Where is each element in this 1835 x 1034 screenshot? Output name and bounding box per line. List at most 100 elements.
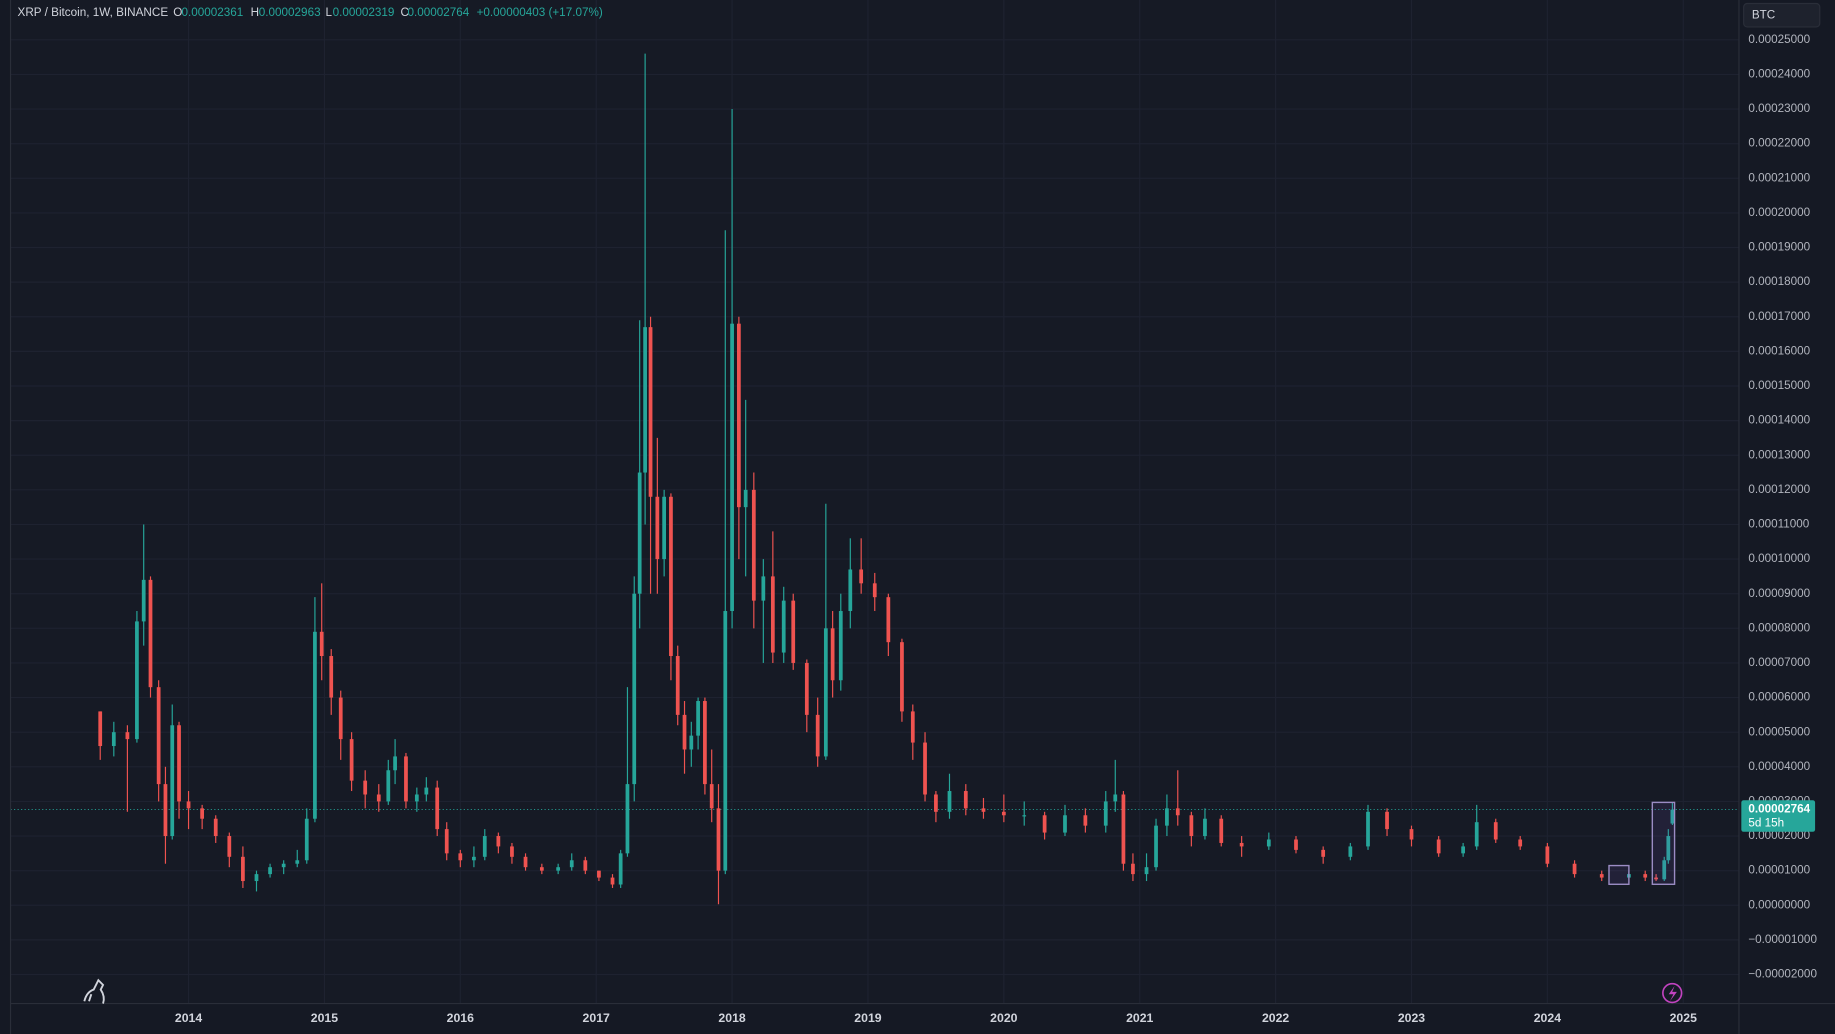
y-tick-label: −0.00001000 — [1748, 933, 1817, 946]
candle-body — [458, 853, 463, 861]
candle-body — [569, 860, 574, 868]
candle-body — [743, 489, 748, 508]
candle-body — [900, 642, 904, 712]
candle-body — [393, 756, 397, 771]
y-tick-label: 0.00006000 — [1748, 691, 1810, 704]
candle-body — [1113, 794, 1118, 802]
x-tick-label: 2018 — [718, 1011, 745, 1025]
y-tick-label: 0.00000000 — [1748, 898, 1810, 911]
candle-body — [141, 579, 146, 622]
candle-body — [1670, 809, 1675, 824]
x-tick-label: 2020 — [990, 1011, 1017, 1025]
alert-icon[interactable] — [1662, 982, 1683, 1004]
candle-body — [135, 621, 139, 740]
candle-body — [539, 867, 544, 871]
candle-body — [781, 600, 786, 653]
x-tick-label: 2017 — [583, 1011, 610, 1025]
candle-body — [376, 794, 381, 802]
candle-body — [241, 856, 245, 882]
y-tick-label: 0.00015000 — [1748, 379, 1810, 392]
x-tick-label: 2025 — [1670, 1011, 1697, 1025]
currency[interactable]: BTC — [1752, 8, 1775, 21]
logo-icon[interactable] — [83, 978, 105, 1004]
candle-body — [444, 829, 449, 854]
candle-body — [610, 877, 615, 885]
y-tick-label: 0.00007000 — [1748, 656, 1810, 669]
candle-body — [1063, 815, 1067, 833]
candle-body — [823, 628, 828, 757]
candle-body — [295, 860, 300, 864]
y-tick-label: 0.00009000 — [1748, 587, 1810, 600]
y-tick-label: 0.00022000 — [1748, 137, 1810, 150]
ohlc-label: H — [251, 6, 259, 19]
candle-body — [689, 735, 694, 750]
ohlc-label: C — [400, 6, 408, 19]
candle-body — [1666, 836, 1671, 861]
y-tick-label: 0.00020000 — [1748, 206, 1810, 219]
currency-button[interactable] — [1743, 2, 1821, 28]
candle-body — [304, 818, 309, 861]
candle-body — [703, 701, 707, 785]
candle-body — [338, 697, 343, 740]
candle-body — [618, 853, 623, 885]
x-tick-label: 2014 — [175, 1011, 202, 1025]
candle-body — [737, 323, 741, 508]
grid — [10, 0, 1739, 1004]
candle-body — [872, 583, 877, 598]
candle-body — [583, 860, 588, 871]
candle-body — [1321, 849, 1326, 857]
candle-body — [386, 770, 391, 802]
alert-icon-bolt — [1668, 986, 1677, 1002]
y-tick-label: 0.00001000 — [1748, 864, 1810, 877]
candle-body — [675, 656, 680, 715]
candle-body — [1545, 846, 1550, 864]
candle-body — [1219, 818, 1224, 843]
candle-body — [1366, 811, 1370, 847]
candle-body — [98, 711, 103, 747]
y-tick-label: 0.00004000 — [1748, 760, 1810, 773]
candle-body — [709, 784, 714, 809]
y-tick-label: 0.00019000 — [1748, 241, 1810, 254]
candle-body — [637, 472, 642, 594]
price-tag-box — [1741, 800, 1816, 832]
y-tick-label: 0.00023000 — [1748, 102, 1810, 115]
candle-body — [213, 818, 218, 837]
candle-body — [1022, 815, 1027, 817]
candle-body — [313, 631, 317, 819]
candle-body — [625, 784, 630, 854]
candle-body — [170, 725, 175, 837]
candle-body — [1131, 863, 1135, 875]
candle-body — [1436, 839, 1441, 854]
candle-body — [556, 867, 561, 871]
candle-body — [1493, 822, 1498, 840]
drawing-rectangle[interactable] — [1651, 801, 1676, 885]
candle-body — [1266, 839, 1271, 847]
candle-body — [643, 327, 647, 473]
candle-body — [1165, 808, 1169, 826]
candle-body — [125, 732, 130, 740]
y-tick-label: 0.00010000 — [1748, 552, 1810, 565]
candle-body — [1239, 842, 1244, 847]
candle-body — [1572, 863, 1577, 875]
candle-body — [848, 569, 853, 612]
candle-body — [830, 628, 835, 681]
ohlc-label: L — [326, 6, 333, 19]
candle-body — [523, 856, 528, 868]
candles — [98, 53, 1675, 905]
candle-body — [1409, 829, 1414, 840]
candle-body — [148, 579, 153, 688]
candle-body — [632, 593, 637, 785]
axis-labels: 0.00025000 0.00024000 0.00023000 0.00022000… — [175, 33, 1818, 1025]
candle-body — [1083, 815, 1088, 826]
ohlc-label: O — [173, 6, 182, 19]
candle-body — [716, 808, 721, 871]
candle-body — [662, 496, 667, 560]
symbol-title[interactable]: XRP / Bitcoin, 1W, BINANCE — [18, 6, 169, 19]
candle-body — [1662, 860, 1667, 880]
x-tick-label: 2019 — [854, 1011, 881, 1025]
drawing-rectangle[interactable] — [1608, 864, 1630, 885]
candle-body — [934, 794, 938, 812]
